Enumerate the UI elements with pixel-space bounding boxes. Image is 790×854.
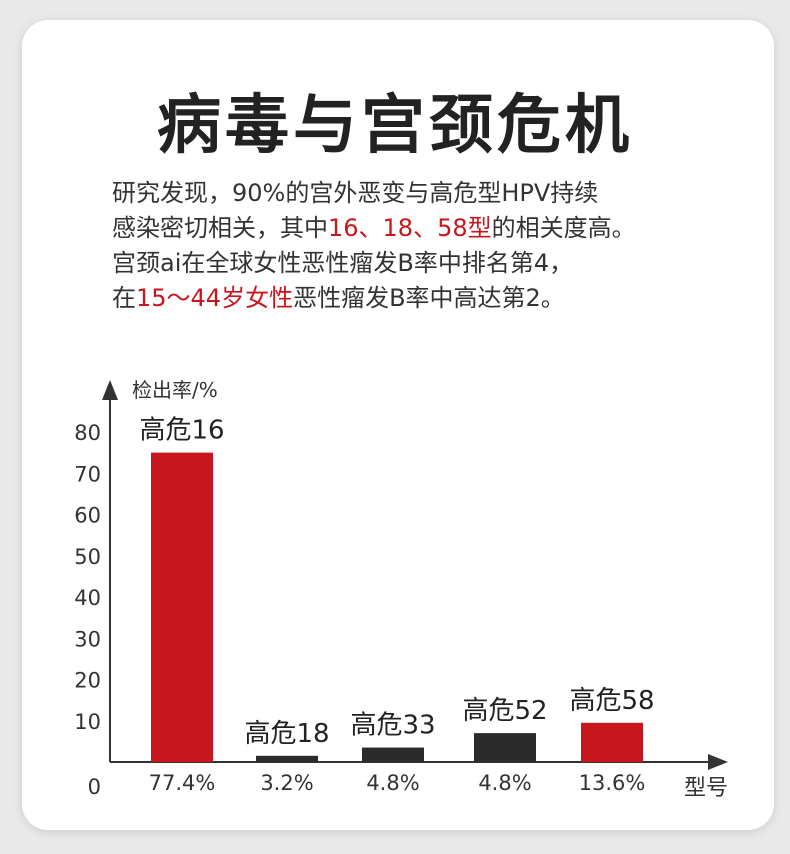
y-tick-label: 60: [74, 504, 101, 528]
x-axis-arrow: [708, 754, 728, 770]
intro-line: 感染密切相关，其中16、18、58型的相关度高。: [112, 211, 732, 246]
category-label: 高危33: [350, 711, 435, 741]
bar: [474, 733, 536, 762]
intro-highlight: 16、18、58型: [328, 214, 492, 242]
intro-segment: 在: [112, 284, 136, 312]
y-axis-label: 检出率/%: [132, 378, 218, 402]
intro-segment: 宫颈ai在全球女性恶性瘤发B率中排名第4，: [112, 249, 574, 277]
intro-segment: 感染密切相关，其中: [112, 214, 328, 242]
card: [22, 20, 774, 830]
intro-segment: 研究发现，90%的宫外恶变与高危型HPV持续: [112, 179, 599, 207]
bar: [256, 755, 318, 762]
intro-text: 研究发现，90%的宫外恶变与高危型HPV持续 感染密切相关，其中16、18、58型…: [112, 176, 732, 316]
bar: [581, 722, 643, 762]
y-tick-label: 10: [74, 710, 101, 734]
category-label: 高危16: [139, 416, 224, 446]
bar: [362, 747, 424, 762]
intro-segment: 恶性瘤发B率中高达第2。: [293, 284, 565, 312]
intro-line: 在15～44岁女性恶性瘤发B率中高达第2。: [112, 281, 732, 316]
y-axis-arrow: [102, 380, 118, 400]
intro-segment: 的相关度高。: [491, 214, 636, 242]
y-tick-label: 70: [74, 462, 101, 486]
intro-line: 宫颈ai在全球女性恶性瘤发B率中排名第4，: [112, 246, 732, 281]
data-label: 4.8%: [478, 771, 531, 795]
data-label: 4.8%: [366, 771, 419, 795]
category-label: 高危52: [462, 696, 547, 726]
bar: [151, 452, 213, 762]
data-label: 77.4%: [149, 771, 216, 795]
y-tick-label: 80: [74, 421, 101, 445]
data-label: 13.6%: [579, 771, 646, 795]
x-axis-label: 型号: [684, 776, 728, 801]
y-tick-label: 30: [74, 627, 101, 651]
data-label: 3.2%: [260, 771, 313, 795]
page-title: 病毒与宫颈危机: [157, 89, 633, 163]
y-tick-label: 20: [74, 669, 101, 693]
y-tick-label: 50: [74, 545, 101, 569]
category-label: 高危18: [244, 719, 329, 749]
intro-line: 研究发现，90%的宫外恶变与高危型HPV持续: [112, 176, 732, 211]
y-tick-label: 0: [88, 775, 101, 799]
y-tick-label: 40: [74, 586, 101, 610]
category-label: 高危58: [569, 686, 654, 716]
intro-highlight: 15～44岁女性: [136, 284, 294, 312]
